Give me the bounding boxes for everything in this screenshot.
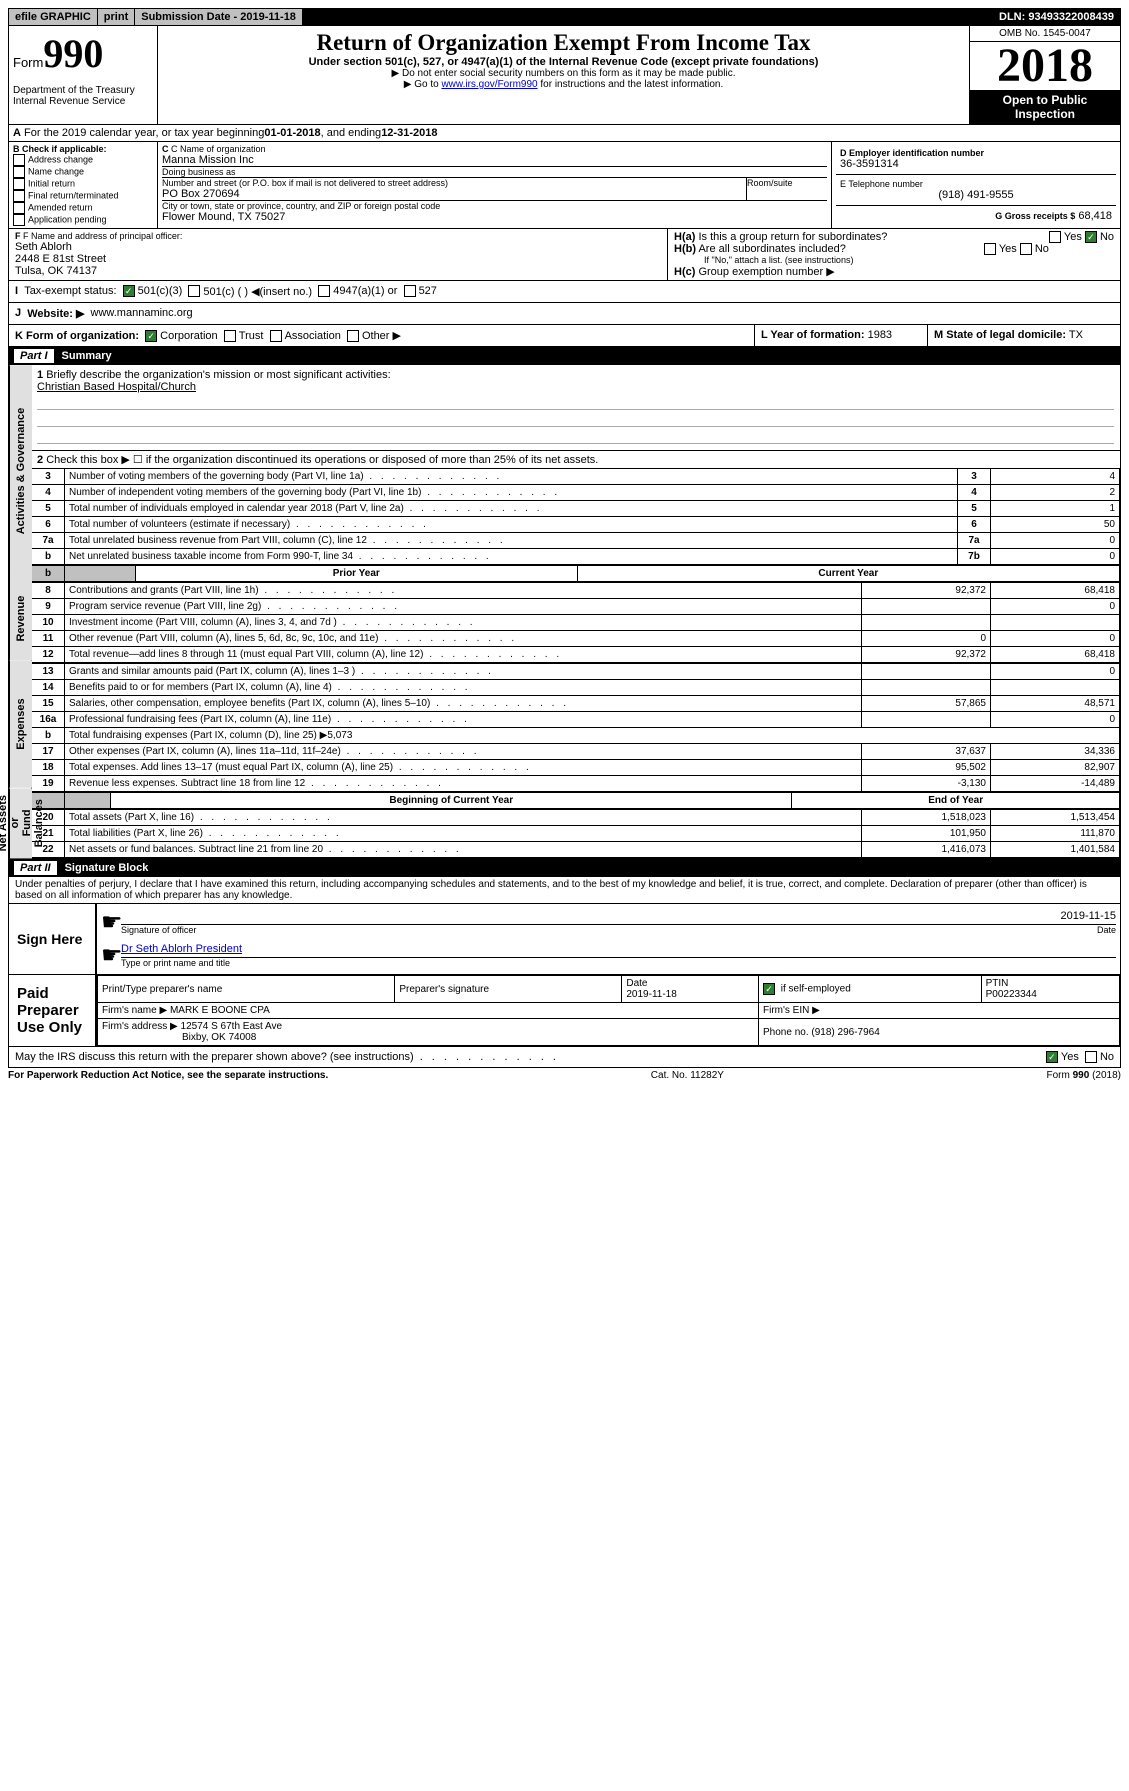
table-row: 12Total revenue—add lines 8 through 11 (…	[32, 647, 1120, 663]
h-c: H(c) Group exemption number ▶	[674, 265, 1114, 278]
phone: (918) 491-9555	[840, 189, 1112, 201]
vlabel-revenue: Revenue	[9, 576, 32, 661]
table-row: 11Other revenue (Part VIII, column (A), …	[32, 631, 1120, 647]
paid-preparer-block: Paid Preparer Use Only Print/Type prepar…	[8, 975, 1121, 1047]
table-row: 9Program service revenue (Part VIII, lin…	[32, 599, 1120, 615]
city-value: Flower Mound, TX 75027	[162, 211, 827, 223]
top-toolbar: efile GRAPHIC print Submission Date - 20…	[8, 8, 1121, 26]
vlabel-expenses: Expenses	[9, 661, 32, 788]
boxb-option[interactable]: Application pending	[13, 214, 153, 226]
officer-row: F F Name and address of principal office…	[8, 229, 1121, 281]
efile-button[interactable]: efile GRAPHIC	[9, 9, 98, 25]
note-link: ▶ Go to www.irs.gov/Form990 for instruct…	[166, 79, 961, 90]
table-row: 18Total expenses. Add lines 13–17 (must …	[32, 760, 1120, 776]
table-row: 13Grants and similar amounts paid (Part …	[32, 664, 1120, 680]
box-g-label: G Gross receipts $	[995, 211, 1075, 221]
form-subtitle: Under section 501(c), 527, or 4947(a)(1)…	[166, 56, 961, 68]
501c-checkbox[interactable]	[188, 285, 200, 297]
perjury-statement: Under penalties of perjury, I declare th…	[8, 877, 1121, 904]
spacer	[303, 9, 993, 25]
boxb-option[interactable]: Address change	[13, 154, 153, 166]
addr-value: PO Box 270694	[162, 188, 746, 200]
org-name: Manna Mission Inc	[162, 154, 827, 166]
form-header: Form990 Department of the Treasury Inter…	[8, 26, 1121, 125]
dln: DLN: 93493322008439	[993, 9, 1120, 25]
submission-date: Submission Date - 2019-11-18	[135, 9, 303, 25]
part1-header: Part ISummary	[8, 347, 1121, 365]
mission: Christian Based Hospital/Church	[37, 381, 1114, 393]
org-form-row: K Form of organization: Corporation Trus…	[8, 325, 1121, 347]
website-row: J Website: ▶ www.mannaminc.org	[8, 303, 1121, 325]
dba-label: Doing business as	[162, 167, 827, 177]
tax-status-row: I Tax-exempt status: 501(c)(3) 501(c) ( …	[8, 281, 1121, 303]
state-domicile: TX	[1069, 329, 1083, 341]
box-e-label: E Telephone number	[840, 179, 1112, 189]
part2-header: Part IISignature Block	[8, 859, 1121, 877]
table-row: 19Revenue less expenses. Subtract line 1…	[32, 776, 1120, 792]
boxb-option[interactable]: Name change	[13, 166, 153, 178]
table-row: 20Total assets (Part X, line 16)1,518,02…	[32, 810, 1120, 826]
table-row: 3Number of voting members of the governi…	[32, 469, 1120, 485]
table-row: 15Salaries, other compensation, employee…	[32, 696, 1120, 712]
table-row: 8Contributions and grants (Part VIII, li…	[32, 583, 1120, 599]
4947-checkbox[interactable]	[318, 285, 330, 297]
footer: For Paperwork Reduction Act Notice, see …	[8, 1068, 1121, 1081]
vlabel-governance: Activities & Governance	[9, 365, 32, 576]
h-b-note: If "No," attach a list. (see instruction…	[674, 255, 1114, 265]
table-row: 10Investment income (Part VIII, column (…	[32, 615, 1120, 631]
assoc-checkbox[interactable]	[270, 330, 282, 342]
box-b-title: B Check if applicable:	[13, 144, 153, 154]
table-row: 16aProfessional fundraising fees (Part I…	[32, 712, 1120, 728]
dept-label: Department of the Treasury Internal Reve…	[13, 85, 153, 107]
other-checkbox[interactable]	[347, 330, 359, 342]
gross-receipts: 68,418	[1078, 210, 1112, 222]
table-row: 21Total liabilities (Part X, line 26)101…	[32, 826, 1120, 842]
527-checkbox[interactable]	[404, 285, 416, 297]
form-title: Return of Organization Exempt From Incom…	[166, 30, 961, 56]
officer-link[interactable]: Dr Seth Ablorh President	[121, 943, 242, 955]
period-row: A For the 2019 calendar year, or tax yea…	[8, 125, 1121, 142]
discuss-yes[interactable]	[1046, 1051, 1058, 1063]
table-row: 7aTotal unrelated business revenue from …	[32, 533, 1120, 549]
box-c-label: C C Name of organization	[162, 144, 827, 154]
ein: 36-3591314	[840, 158, 1112, 170]
print-button[interactable]: print	[98, 9, 135, 25]
officer-addr2: Tulsa, OK 74137	[15, 265, 661, 277]
table-row: 17Other expenses (Part IX, column (A), l…	[32, 744, 1120, 760]
irs-link[interactable]: www.irs.gov/Form990	[441, 79, 537, 90]
city-label: City or town, state or province, country…	[162, 201, 827, 211]
sign-here-block: Sign Here ☛ 2019-11-15 Signature of offi…	[8, 904, 1121, 975]
form-number: Form990	[13, 30, 153, 77]
addr-label: Number and street (or P.O. box if mail i…	[162, 178, 746, 188]
tax-year: 2018	[970, 42, 1120, 90]
table-row: 22Net assets or fund balances. Subtract …	[32, 842, 1120, 858]
main-info-block: B Check if applicable: Address changeNam…	[8, 142, 1121, 229]
year-formation: 1983	[868, 329, 892, 341]
h-a: H(a) Is this a group return for subordin…	[674, 231, 1114, 243]
table-row: 6Total number of volunteers (estimate if…	[32, 517, 1120, 533]
discuss-no[interactable]	[1085, 1051, 1097, 1063]
room-label: Room/suite	[747, 178, 827, 200]
corp-checkbox[interactable]	[145, 330, 157, 342]
trust-checkbox[interactable]	[224, 330, 236, 342]
officer-name: Seth Ablorh	[15, 241, 661, 253]
table-row: 14Benefits paid to or for members (Part …	[32, 680, 1120, 696]
501c3-checkbox[interactable]	[123, 285, 135, 297]
note-ssn: ▶ Do not enter social security numbers o…	[166, 68, 961, 79]
table-row: 4Number of independent voting members of…	[32, 485, 1120, 501]
table-row: bNet unrelated business taxable income f…	[32, 549, 1120, 565]
boxb-option[interactable]: Initial return	[13, 178, 153, 190]
boxb-option[interactable]: Final return/terminated	[13, 190, 153, 202]
box-d-label: D Employer identification number	[840, 148, 1112, 158]
website[interactable]: www.mannaminc.org	[91, 307, 193, 320]
open-inspection: Open to Public Inspection	[970, 90, 1120, 124]
h-b: H(b) Are all subordinates included? Yes …	[674, 243, 1114, 255]
vlabel-netassets: Net Assets orFund Balances	[9, 788, 32, 858]
table-row: 5Total number of individuals employed in…	[32, 501, 1120, 517]
discuss-row: May the IRS discuss this return with the…	[8, 1047, 1121, 1068]
boxb-option[interactable]: Amended return	[13, 202, 153, 214]
officer-addr1: 2448 E 81st Street	[15, 253, 661, 265]
summary-table: Activities & Governance Revenue Expenses…	[8, 365, 1121, 859]
